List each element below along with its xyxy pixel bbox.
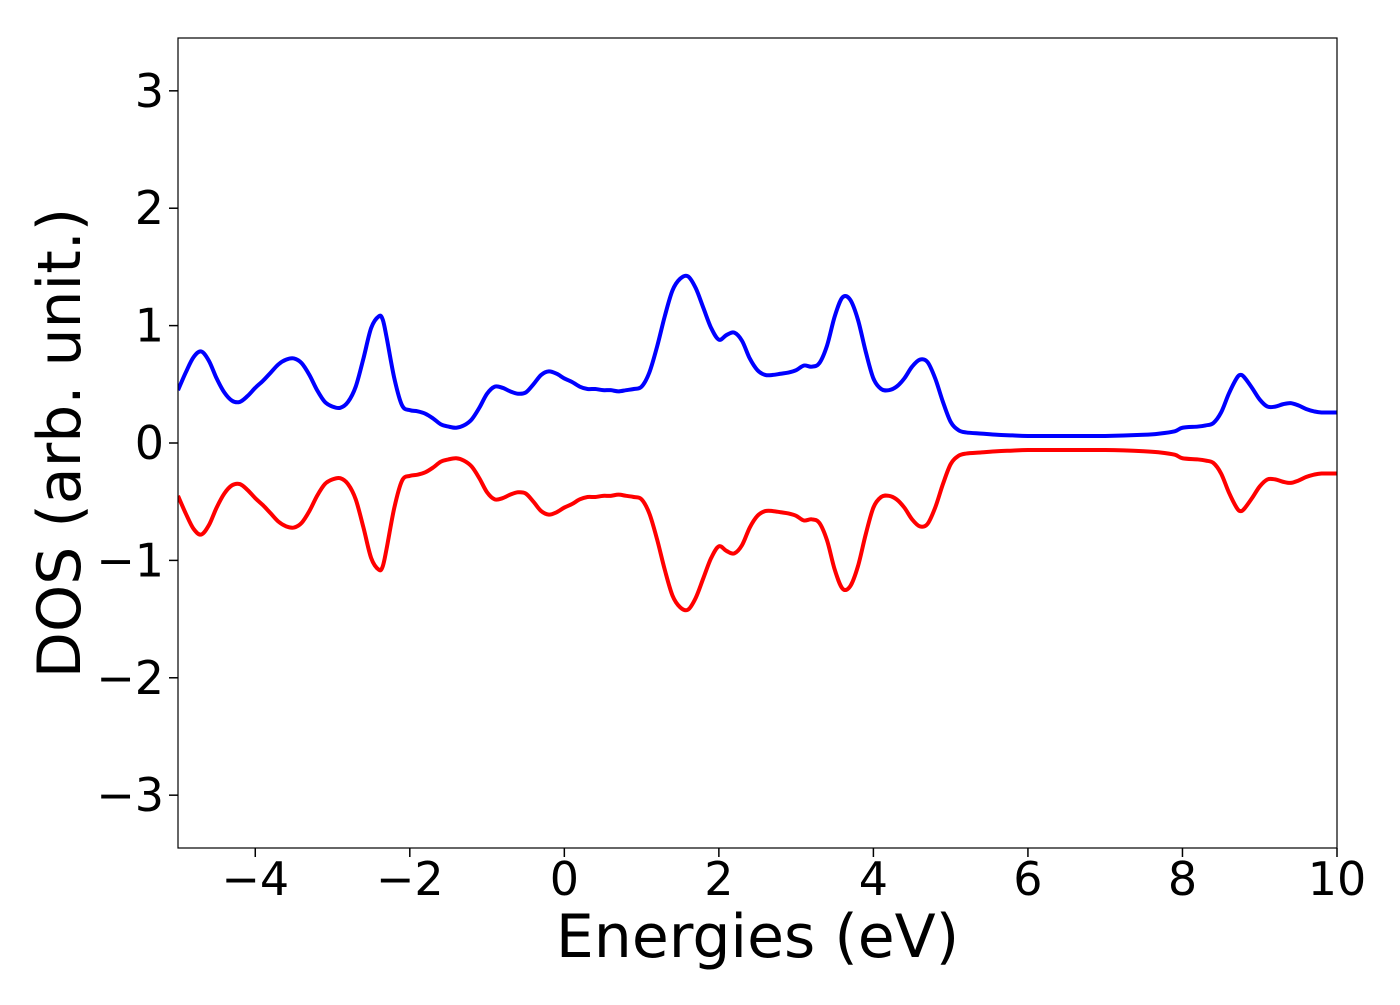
series-layer [178, 273, 1337, 613]
y-tick-label: −3 [96, 768, 164, 822]
y-tick-label: 3 [135, 64, 164, 118]
x-tick-label: −2 [376, 852, 444, 906]
x-tick-label: 4 [859, 852, 888, 906]
y-tick-label: 2 [135, 181, 164, 235]
y-axis-label: DOS (arb. unit.) [25, 208, 95, 678]
series-line-spin-down [178, 447, 1337, 613]
x-tick-label: 10 [1308, 852, 1367, 906]
x-tick-label: −4 [221, 852, 289, 906]
x-tick-label: 2 [704, 852, 733, 906]
y-tick-label: 1 [135, 299, 164, 353]
x-tick-label: 8 [1168, 852, 1197, 906]
y-tick-label: −1 [96, 533, 164, 587]
plot-frame [177, 37, 1338, 849]
x-axis-label: Energies (eV) [556, 902, 959, 972]
y-tick-label: 0 [135, 416, 164, 470]
y-tick-label: −2 [96, 651, 164, 705]
x-tick-label: 0 [550, 852, 579, 906]
x-tick-label: 6 [1013, 852, 1042, 906]
series-line-spin-up [178, 273, 1337, 439]
